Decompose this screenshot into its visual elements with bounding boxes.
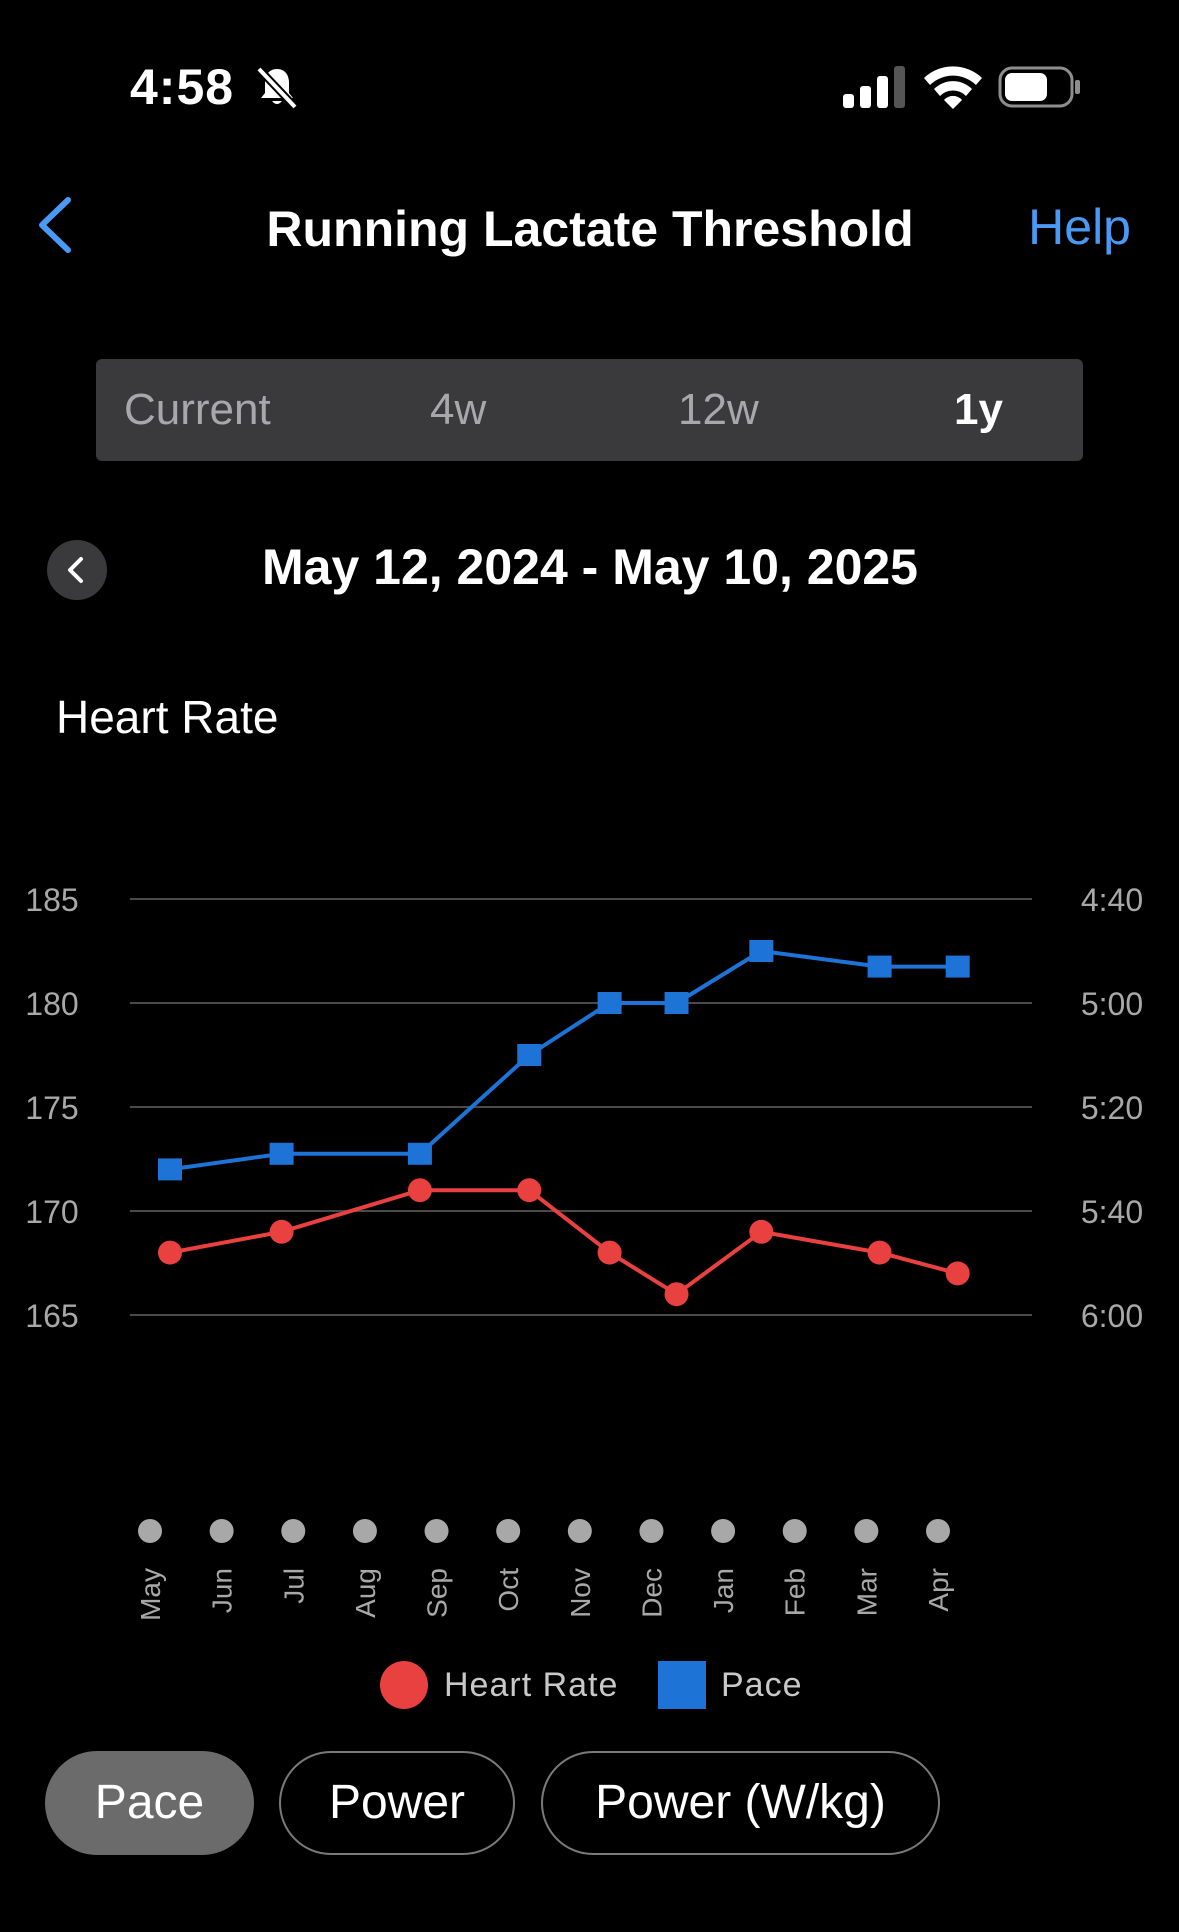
month-label: Dec [636,1568,667,1618]
y-left-tick-label: 180 [25,986,78,1022]
page-title: Running Lactate Threshold [266,201,914,257]
y-right-tick-label: 4:40 [1081,882,1143,918]
legend-heart-rate-label: Heart Rate [444,1666,619,1704]
month-dot[interactable] [281,1519,306,1543]
legend-pace-marker [658,1661,706,1709]
metric-tab-power[interactable]: Power [279,1751,515,1855]
y-left-tick-label: 170 [25,1194,78,1230]
y-right-tick-label: 6:00 [1081,1298,1143,1334]
pace-point[interactable] [945,955,970,978]
month-label: Mar [851,1568,882,1616]
pace-point[interactable] [407,1142,432,1165]
month-label: Oct [493,1568,524,1612]
status-time: 4:58 [130,59,235,115]
pace-point[interactable] [664,992,689,1014]
metric-tab-pace[interactable]: Pace [45,1751,254,1855]
y-right-tick-label: 5:00 [1081,986,1143,1022]
cellular-signal-icon [843,66,905,108]
heart-rate-point[interactable] [269,1219,294,1244]
y-right-tick-label: 5:20 [1081,1090,1143,1126]
help-link[interactable]: Help [1028,199,1131,255]
bell-slash-icon [256,66,298,110]
pace-line [169,949,958,1172]
y-right-tick-label: 5:40 [1081,1194,1143,1230]
month-dot[interactable] [926,1519,950,1543]
heart-rate-point[interactable] [664,1282,689,1307]
month-label: Jun [207,1568,238,1613]
month-label: Nov [565,1568,596,1618]
month-dot[interactable] [711,1519,736,1543]
month-label: Jul [278,1568,309,1604]
chevron-left-icon [68,557,83,583]
heart-rate-point[interactable] [749,1219,774,1244]
pace-point[interactable] [517,1044,542,1066]
heart-rate-point[interactable] [597,1240,622,1265]
tab-current[interactable]: Current [124,385,271,434]
heart-rate-point[interactable] [158,1240,182,1265]
month-dot[interactable] [854,1519,879,1543]
heart-rate-point[interactable] [517,1178,542,1203]
back-button[interactable] [30,188,90,262]
heart-rate-line [169,1188,959,1297]
y-left-tick-label: 175 [25,1090,78,1126]
month-label: Aug [350,1568,381,1618]
previous-range-button[interactable] [47,540,107,600]
month-dot[interactable] [138,1519,162,1543]
pace-point[interactable] [269,1142,294,1165]
battery-icon [998,66,1080,108]
month-dot[interactable] [352,1519,377,1543]
pace-point[interactable] [867,955,892,978]
month-dot[interactable] [424,1519,449,1543]
month-dot[interactable] [567,1519,592,1543]
lactate-threshold-chart: 185 180 175 170 165 4:40 5:00 5:20 5:40 6:00 [25,882,1143,1334]
heart-rate-point[interactable] [945,1261,970,1286]
month-label: Apr [923,1568,954,1612]
pace-point[interactable] [749,940,774,962]
heart-rate-point[interactable] [867,1240,892,1265]
month-label: Sep [422,1568,453,1618]
month-dot[interactable] [496,1519,521,1543]
month-label: Feb [780,1568,811,1616]
month-dot[interactable] [639,1519,664,1543]
pace-point[interactable] [158,1158,182,1181]
y-left-tick-label: 165 [25,1298,78,1334]
month-dot[interactable] [209,1519,234,1543]
tab-4w[interactable]: 4w [430,385,487,434]
metric-tab-power-wkg[interactable]: Power (W/kg) [541,1751,940,1855]
date-range: May 12, 2024 - May 10, 2025 [261,539,918,595]
heart-rate-point[interactable] [407,1178,432,1203]
month-axis: May Jun Jul Aug Sep Oct Nov Dec Jan Feb Mar Apr [135,1519,954,1621]
tab-12w[interactable]: 12w [678,385,759,434]
pace-point[interactable] [597,992,622,1014]
wifi-icon [924,66,982,109]
tab-1y[interactable]: 1y [954,385,1003,434]
chart-title: Heart Rate [56,691,279,743]
y-left-tick-label: 185 [25,882,78,918]
month-dot[interactable] [782,1519,807,1543]
legend-heart-rate-marker [380,1661,428,1709]
legend-pace-label: Pace [721,1666,803,1704]
range-segmented-control: Current 4w 12w 1y [96,359,1083,461]
month-label: Jan [708,1568,739,1613]
month-label: May [135,1568,166,1621]
